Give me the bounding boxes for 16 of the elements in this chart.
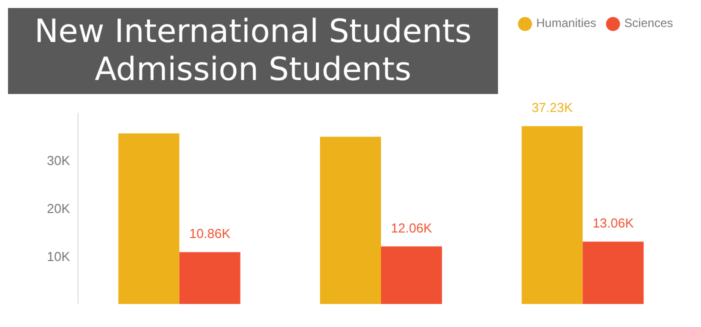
chart-title: New International Students Admission Students <box>8 8 498 94</box>
data-label: 12.06K <box>390 220 432 236</box>
data-label: 37.23K <box>532 100 574 116</box>
y-tick-label: 10K <box>46 248 70 264</box>
bar <box>118 133 180 304</box>
bar <box>582 242 644 304</box>
data-label: 10.86K <box>189 226 231 242</box>
legend-label: Sciences <box>624 16 673 30</box>
bar <box>320 136 381 304</box>
bar <box>381 246 442 304</box>
bar <box>522 126 583 304</box>
y-tick-label: 20K <box>46 201 70 216</box>
legend-label: Humanities <box>536 16 596 30</box>
data-label: 13.06K <box>592 216 634 231</box>
y-tick-label: 30K <box>46 153 70 168</box>
bar <box>179 252 240 304</box>
